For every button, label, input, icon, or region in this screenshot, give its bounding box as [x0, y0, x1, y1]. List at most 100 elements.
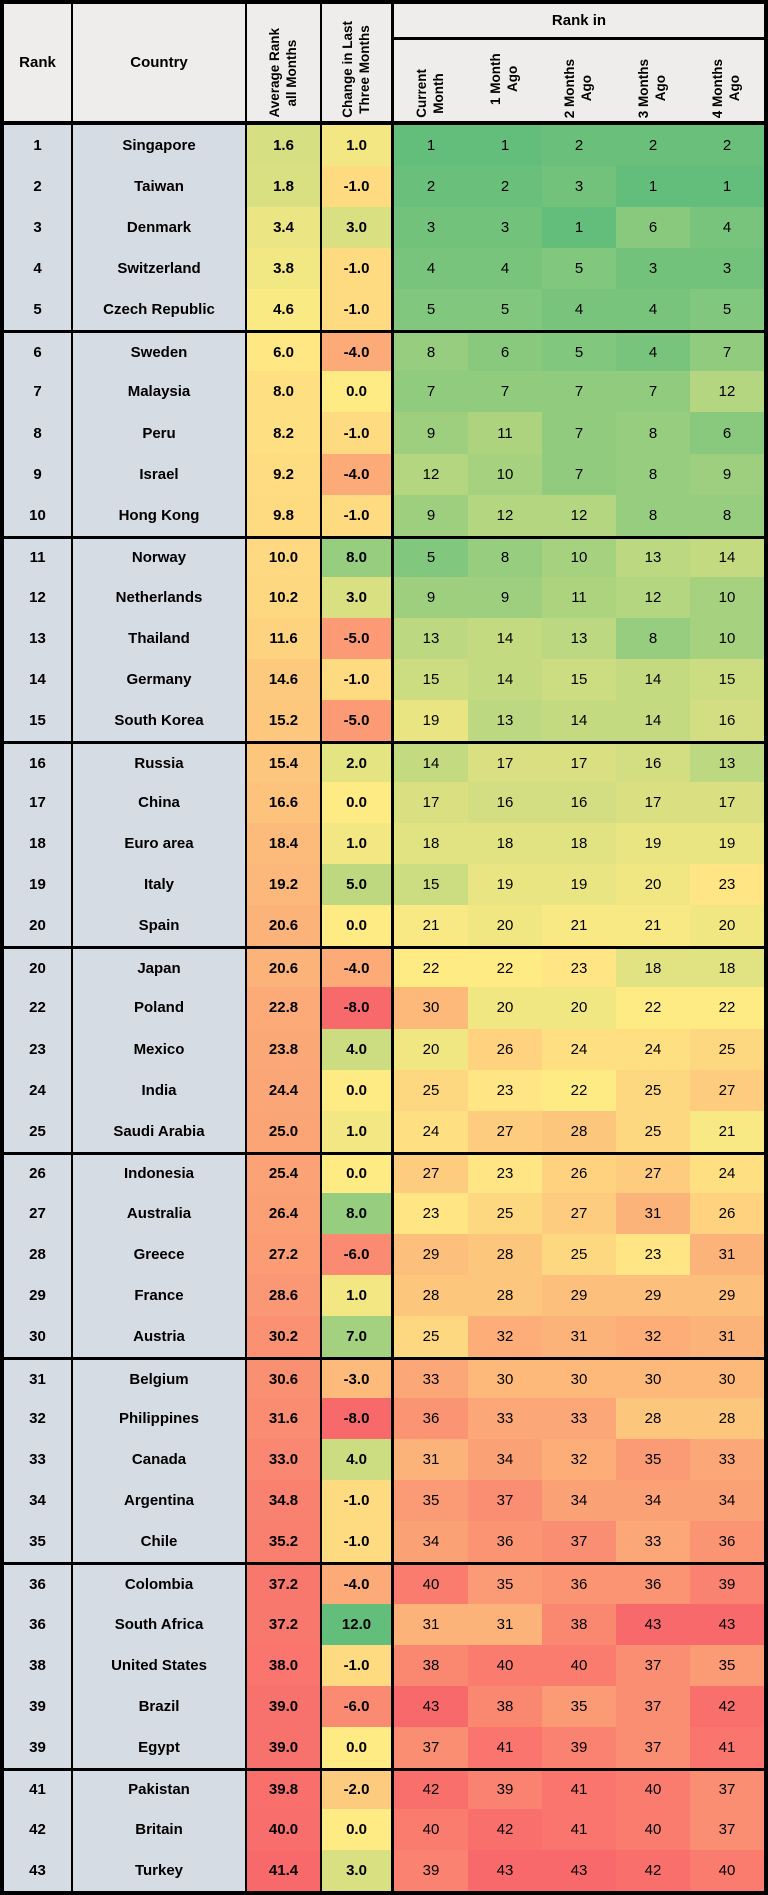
- month-rank-cell: 8: [690, 494, 764, 536]
- rank-cell: 28: [4, 1233, 73, 1275]
- rank-cell: 17: [4, 782, 73, 824]
- month-rank-cell: 7: [394, 371, 468, 413]
- avg-rank-cell: 39.0: [247, 1726, 322, 1768]
- change-header-label: Change in Last Three Months: [339, 21, 372, 118]
- avg-rank-cell: 9.8: [247, 494, 322, 536]
- month-rank-cell: 5: [394, 289, 468, 331]
- column-header-rank-in: Rank in: [394, 4, 764, 40]
- month-rank-cell: 34: [542, 1480, 616, 1522]
- rank-cell: 12: [4, 576, 73, 618]
- avg-rank-cell: 31.6: [247, 1398, 322, 1440]
- rank-cell: 25: [4, 1110, 73, 1152]
- column-header-average-rank: Average Rank all Months: [247, 4, 322, 121]
- change-cell: -1.0: [322, 658, 394, 700]
- change-cell: 5.0: [322, 864, 394, 906]
- month-rank-cell: 39: [468, 1767, 542, 1809]
- change-cell: 0.0: [322, 371, 394, 413]
- month-rank-cell: 15: [394, 658, 468, 700]
- month-rank-cell: 24: [394, 1110, 468, 1152]
- rank-cell: 32: [4, 1398, 73, 1440]
- month-rank-cell: 26: [468, 1028, 542, 1070]
- month-rank-cell: 7: [468, 371, 542, 413]
- month-rank-cell: 37: [394, 1726, 468, 1768]
- month-rank-cell: 2: [690, 125, 764, 167]
- month-rank-cell: 27: [468, 1110, 542, 1152]
- month-rank-cell: 1: [468, 125, 542, 167]
- month-rank-cell: 9: [468, 576, 542, 618]
- column-header-4-months-ago: 4 Months Ago: [690, 40, 764, 121]
- rank-cell: 36: [4, 1562, 73, 1604]
- change-cell: -4.0: [322, 453, 394, 495]
- month-rank-cell: 1: [690, 166, 764, 208]
- avg-rank-cell: 39.0: [247, 1685, 322, 1727]
- month-rank-cell: 34: [394, 1521, 468, 1563]
- month-rank-cell: 14: [616, 699, 690, 742]
- month-rank-cell: 40: [542, 1644, 616, 1686]
- rank-cell: 31: [4, 1357, 73, 1399]
- column-header-1-month-ago: 1 Month Ago: [468, 40, 542, 121]
- month-rank-cell: 34: [468, 1439, 542, 1481]
- column-header-current-month: Current Month: [394, 40, 468, 121]
- avg-rank-cell: 19.2: [247, 864, 322, 906]
- month-rank-cell: 7: [542, 453, 616, 495]
- month-rank-cell: 40: [394, 1808, 468, 1850]
- four-months-ago-header-label: 4 Months Ago: [710, 58, 742, 118]
- change-cell: -1.0: [322, 494, 394, 536]
- month-rank-cell: 8: [394, 330, 468, 372]
- month-rank-cell: 25: [690, 1028, 764, 1070]
- rank-cell: 42: [4, 1808, 73, 1850]
- country-cell: Argentina: [73, 1480, 247, 1522]
- month-rank-cell: 30: [468, 1357, 542, 1399]
- rank-cell: 16: [4, 741, 73, 783]
- country-cell: Russia: [73, 741, 247, 783]
- change-cell: -8.0: [322, 987, 394, 1029]
- month-rank-cell: 10: [542, 535, 616, 577]
- change-cell: -2.0: [322, 1767, 394, 1809]
- month-rank-cell: 29: [616, 1274, 690, 1317]
- avg-rank-cell: 30.2: [247, 1316, 322, 1358]
- avg-rank-cell: 20.6: [247, 946, 322, 988]
- month-rank-cell: 30: [690, 1357, 764, 1399]
- rank-cell: 3: [4, 207, 73, 249]
- month-rank-cell: 12: [468, 494, 542, 536]
- country-cell: France: [73, 1274, 247, 1317]
- month-rank-cell: 7: [542, 412, 616, 454]
- rank-cell: 8: [4, 412, 73, 454]
- month-rank-cell: 31: [542, 1316, 616, 1358]
- country-cell: Britain: [73, 1808, 247, 1850]
- rank-cell: 10: [4, 494, 73, 536]
- avg-rank-cell: 1.6: [247, 125, 322, 167]
- column-header-rank: Rank: [4, 4, 73, 121]
- month-rank-cell: 12: [690, 371, 764, 413]
- column-header-change: Change in Last Three Months: [322, 4, 394, 121]
- month-rank-cell: 16: [616, 741, 690, 783]
- avg-rank-cell: 39.8: [247, 1767, 322, 1809]
- avg-rank-cell: 6.0: [247, 330, 322, 372]
- one-month-ago-header-label: 1 Month Ago: [488, 53, 520, 105]
- month-rank-cell: 25: [616, 1110, 690, 1152]
- month-rank-cell: 32: [616, 1316, 690, 1358]
- month-rank-cell: 11: [468, 412, 542, 454]
- month-rank-cell: 5: [468, 289, 542, 331]
- month-rank-cell: 41: [690, 1726, 764, 1768]
- month-rank-cell: 31: [394, 1439, 468, 1481]
- month-rank-cell: 32: [468, 1316, 542, 1358]
- country-cell: Japan: [73, 946, 247, 988]
- change-cell: -6.0: [322, 1685, 394, 1727]
- month-rank-cell: 40: [394, 1562, 468, 1604]
- month-rank-cell: 12: [394, 453, 468, 495]
- month-rank-cell: 38: [468, 1685, 542, 1727]
- month-rank-cell: 33: [542, 1398, 616, 1440]
- change-cell: 0.0: [322, 905, 394, 947]
- avg-rank-cell: 26.4: [247, 1192, 322, 1234]
- month-rank-cell: 25: [542, 1233, 616, 1275]
- month-rank-cell: 15: [690, 658, 764, 700]
- month-rank-cell: 13: [394, 617, 468, 659]
- avg-rank-cell: 22.8: [247, 987, 322, 1029]
- country-cell: Norway: [73, 535, 247, 577]
- rank-cell: 4: [4, 248, 73, 290]
- change-cell: -8.0: [322, 1398, 394, 1440]
- country-cell: Taiwan: [73, 166, 247, 208]
- month-rank-cell: 4: [690, 207, 764, 249]
- month-rank-cell: 35: [394, 1480, 468, 1522]
